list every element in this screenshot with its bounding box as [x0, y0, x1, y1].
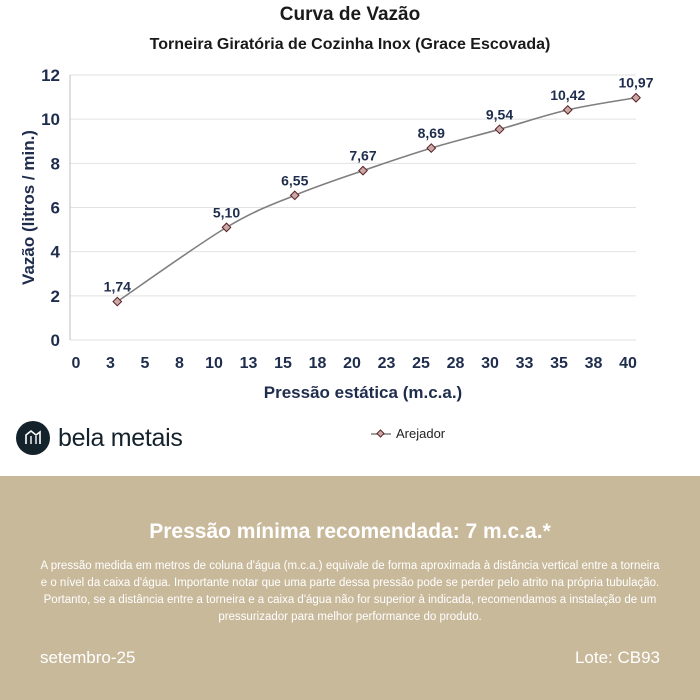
x-tick-label: 38 [585, 355, 603, 372]
data-label: 8,69 [418, 125, 445, 141]
y-tick-label: 6 [51, 199, 60, 218]
x-tick-label: 33 [516, 355, 534, 372]
x-axis-title: Pressão estática (m.c.a.) [264, 383, 462, 402]
data-label: 1,74 [104, 279, 131, 295]
data-label: 7,67 [349, 148, 376, 164]
y-tick-label: 0 [51, 331, 60, 350]
x-tick-label: 13 [240, 355, 258, 372]
x-tick-label: 5 [141, 355, 150, 372]
data-point-marker [112, 296, 123, 307]
data-point-marker [426, 143, 437, 154]
y-tick-label: 8 [51, 154, 60, 173]
pressure-explanation: A pressão medida em metros de coluna d'á… [40, 560, 660, 623]
brand-logo: bela metais [16, 420, 183, 456]
x-tick-label: 40 [619, 355, 637, 372]
bela-metais-logo-icon [16, 421, 50, 455]
series-line-arejador [116, 96, 637, 303]
x-tick-label: 0 [72, 355, 81, 372]
x-tick-label: 20 [343, 355, 361, 372]
x-tick-label: 30 [481, 355, 499, 372]
batch-label: Lote: CB93 [574, 648, 660, 667]
data-label: 10,97 [618, 75, 653, 91]
data-point-marker [494, 124, 505, 135]
y-tick-label: 2 [51, 287, 60, 306]
legend-label: Arejador [396, 426, 446, 441]
x-tick-label: 35 [550, 355, 568, 372]
chart-title: Curva de Vazão [279, 4, 421, 25]
chart-legend: Arejador [370, 426, 445, 441]
y-tick-label: 10 [41, 110, 60, 129]
x-tick-label: 3 [106, 355, 115, 372]
x-tick-label: 15 [274, 355, 292, 372]
x-tick-label: 28 [447, 355, 465, 372]
data-label: 9,54 [486, 106, 513, 122]
min-pressure-heading: Pressão mínima recomendada: 7 m.c.a.* [149, 520, 551, 543]
x-tick-label: 10 [205, 355, 223, 372]
x-tick-label: 25 [412, 355, 430, 372]
data-point-marker [358, 165, 368, 176]
chart-subtitle: Torneira Giratória de Cozinha Inox (Grac… [149, 36, 551, 53]
data-label: 10,42 [550, 87, 585, 103]
date-label: setembro-25 [40, 648, 136, 667]
legend-line-marker-icon [371, 428, 391, 438]
y-tick-label: 4 [51, 243, 61, 262]
y-tick-label: 12 [41, 66, 60, 85]
data-point-marker [631, 92, 641, 103]
data-label: 6,55 [281, 172, 308, 188]
x-tick-label: 23 [378, 355, 396, 372]
x-tick-label: 18 [309, 355, 327, 372]
data-point-marker [562, 104, 573, 115]
data-label: 5,10 [213, 204, 240, 220]
data-point-marker [221, 222, 232, 233]
data-point-marker [289, 190, 300, 201]
footer-panel: Pressão mínima recomendada: 7 m.c.a.* A … [0, 476, 700, 700]
x-tick-label: 8 [175, 355, 184, 372]
y-axis-title: Vazão (litros / min.) [19, 130, 38, 285]
brand-name: bela metais [58, 423, 183, 452]
